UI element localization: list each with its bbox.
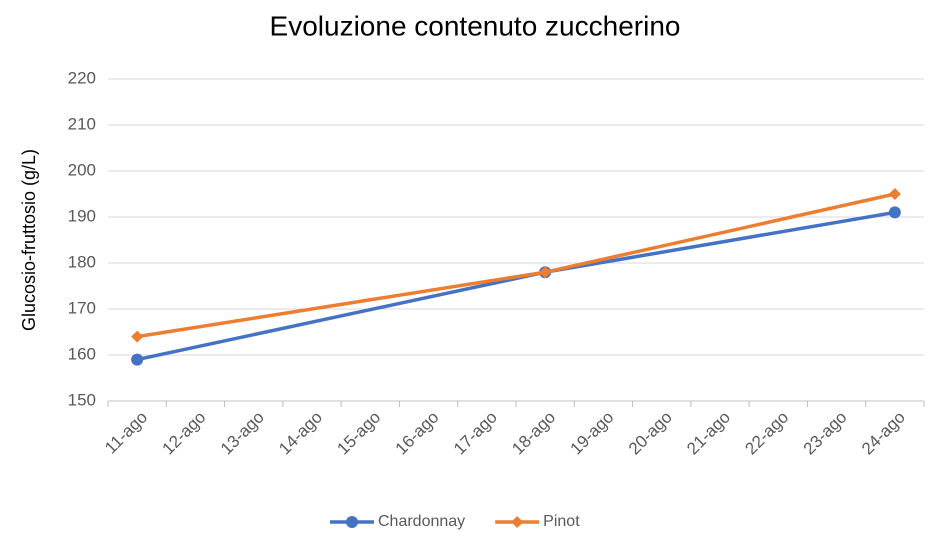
x-tick-label: 16-ago	[392, 408, 443, 459]
y-tick-label: 200	[68, 160, 96, 179]
x-tick-label: 20-ago	[625, 408, 676, 459]
x-tick-label: 14-ago	[275, 408, 326, 459]
y-tick-label: 210	[68, 114, 96, 133]
point	[888, 188, 901, 200]
x-tick-label: 22-ago	[741, 408, 792, 459]
x-tick-label: 13-ago	[217, 408, 268, 459]
x-tick-label: 15-ago	[333, 408, 384, 459]
x-tick-label: 11-ago	[101, 408, 151, 458]
x-tick-label: 24-ago	[858, 408, 909, 459]
y-tick-label: 180	[68, 252, 96, 271]
legend-label: Chardonnay	[378, 513, 465, 530]
x-tick-label: 17-ago	[450, 408, 501, 459]
point	[888, 206, 901, 219]
x-tick-label: 21-ago	[683, 408, 734, 459]
y-tick-label: 150	[68, 390, 96, 409]
x-tick-label: 19-ago	[567, 408, 618, 459]
point	[131, 353, 144, 366]
x-tick-label: 12-ago	[159, 408, 210, 459]
y-tick-label: 220	[68, 68, 96, 87]
chart-title: Evoluzione contenuto zuccherino	[270, 10, 681, 41]
x-tick-label: 23-ago	[800, 408, 851, 459]
series-line	[136, 192, 896, 339]
point	[131, 330, 144, 343]
x-tick-label: 18-ago	[508, 408, 559, 459]
y-tick-label: 190	[68, 206, 96, 225]
legend-label: Pinot	[543, 513, 580, 530]
y-tick-label: 160	[68, 344, 96, 363]
point	[539, 266, 552, 279]
y-axis-label: Glucosio-fruttosio (g/L)	[19, 149, 39, 331]
point	[511, 516, 524, 528]
y-tick-label: 170	[68, 298, 96, 317]
series-line	[136, 210, 896, 362]
point	[346, 516, 358, 528]
